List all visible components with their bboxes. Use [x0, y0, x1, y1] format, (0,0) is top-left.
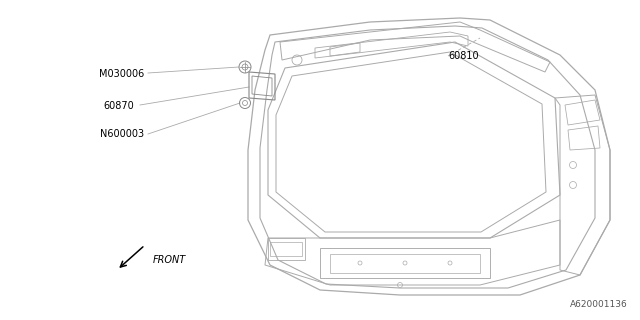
Text: FRONT: FRONT [153, 255, 186, 265]
Text: 60870: 60870 [104, 100, 134, 111]
Text: A620001136: A620001136 [570, 300, 627, 309]
Text: N600003: N600003 [100, 129, 144, 140]
Text: 60810: 60810 [448, 51, 479, 61]
Text: M030006: M030006 [99, 68, 144, 79]
Polygon shape [248, 18, 610, 295]
